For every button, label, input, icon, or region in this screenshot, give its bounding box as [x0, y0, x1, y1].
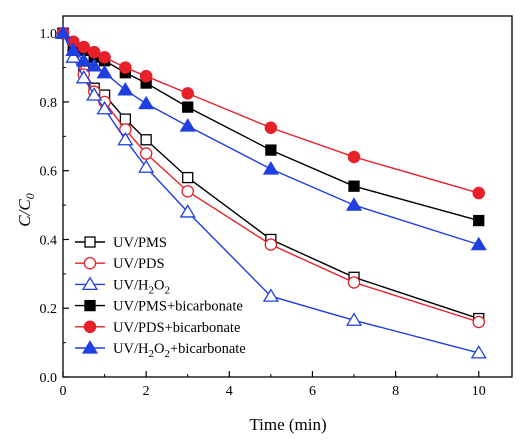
legend-marker: [84, 236, 96, 248]
legend-label: UV/H2O2+bicarbonate: [113, 341, 246, 360]
data-point: [86, 57, 103, 72]
data-point: [348, 180, 360, 192]
legend-label-text: +bicarbonate: [170, 341, 246, 357]
data-point: [138, 95, 155, 110]
data-point: [117, 131, 134, 146]
legend-label-text: UV/H: [113, 277, 149, 293]
legend-label-text: UV/PDS: [113, 256, 165, 272]
legend-marker: [84, 299, 96, 312]
legend-label-subscript: 2: [148, 284, 154, 296]
data-point: [262, 288, 279, 302]
data-point: [139, 69, 153, 83]
data-point: [179, 204, 196, 218]
data-point: [98, 51, 111, 64]
legend-label-text: O: [154, 341, 164, 357]
data-point: [75, 70, 92, 84]
data-point: [119, 61, 132, 74]
y-tick-label: 1.0: [40, 27, 58, 42]
legend-marker: [81, 340, 99, 354]
legend-label-text: UV/PDS+bicarbonate: [113, 320, 240, 336]
data-point: [472, 186, 485, 200]
data-point: [181, 185, 194, 198]
data-point: [182, 171, 194, 184]
legend-marker: [83, 320, 97, 334]
legend-entry: UV/H2O2+bicarbonate: [75, 340, 246, 360]
data-point: [87, 45, 101, 59]
y-axis-title-sub: 0: [23, 193, 37, 199]
legend-label-text: O: [154, 277, 164, 293]
data-point: [140, 134, 152, 146]
data-point: [265, 144, 277, 156]
data-point: [262, 161, 279, 175]
x-axis-title: Time (min): [249, 415, 326, 434]
y-axis-title: C/C0: [15, 193, 37, 226]
legend-entry: UV/PDS+bicarbonate: [75, 320, 240, 336]
data-point: [179, 118, 196, 132]
legend-label: UV/PDS: [113, 256, 165, 272]
legend-label-subscript: 2: [164, 284, 170, 296]
data-point: [347, 150, 361, 164]
legend-label: UV/PDS+bicarbonate: [113, 320, 240, 336]
y-tick-label: 0.2: [40, 302, 58, 317]
y-tick-label: 0.4: [40, 233, 58, 248]
data-point: [65, 42, 82, 56]
legend-marker: [83, 256, 97, 270]
data-point: [345, 312, 363, 326]
data-point: [86, 87, 103, 101]
legend-entry: UV/PMS+bicarbonate: [75, 299, 243, 315]
x-tick-label: 10: [472, 384, 486, 399]
legend-label-text: UV/H: [113, 341, 149, 357]
legend-marker: [81, 276, 99, 291]
y-tick-label: 0.0: [40, 371, 58, 386]
y-tick-label: 0.8: [40, 96, 58, 111]
series-uv-h2o2: [54, 25, 487, 359]
data-point: [54, 25, 72, 39]
data-point: [347, 276, 361, 289]
x-tick-label: 4: [226, 384, 233, 399]
data-point: [75, 52, 92, 67]
legend-entry: UV/PMS: [75, 235, 167, 251]
data-point: [470, 345, 487, 359]
legend-label-subscript: 2: [164, 348, 170, 360]
x-tick-label: 0: [60, 384, 67, 399]
legend-label-text: UV/PMS+bicarbonate: [113, 299, 243, 315]
legend-label: UV/PMS+bicarbonate: [113, 299, 243, 315]
x-tick-label: 2: [143, 384, 150, 399]
series-layer: [54, 25, 487, 359]
data-point: [65, 49, 82, 63]
legend-entry: UV/H2O2: [75, 276, 170, 296]
axis-ticks: 0 2 4 6 8 10 0.0 0.2 0.4 0.6 0.8 1.0: [40, 27, 486, 399]
data-point: [138, 159, 155, 173]
data-point: [345, 197, 363, 211]
y-tick-label: 0.6: [40, 165, 58, 180]
data-point: [181, 87, 194, 100]
data-point: [139, 147, 153, 160]
x-tick-label: 8: [392, 384, 399, 399]
data-point: [96, 64, 113, 79]
data-point: [264, 121, 278, 134]
data-point: [77, 40, 91, 54]
legend-label-subscript: 2: [148, 348, 154, 360]
plot-border: [62, 15, 513, 378]
data-point: [473, 214, 485, 227]
data-point: [264, 238, 278, 251]
data-point: [470, 236, 487, 251]
legend: UV/PMSUV/PDSUV/H2O2UV/PMS+bicarbonateUV/…: [75, 235, 246, 360]
plot-frame: [62, 15, 513, 378]
data-point: [119, 113, 132, 125]
y-axis-title-main: C/C: [15, 199, 34, 227]
legend-label-text: UV/PMS: [113, 235, 167, 251]
legend-label: UV/H2O2: [113, 277, 170, 296]
data-point: [117, 82, 134, 96]
series-uv-h2o2-bicarbonate: [54, 25, 487, 251]
series-uv-pds-bicarbonate: [56, 26, 485, 200]
data-point: [472, 315, 485, 329]
data-point: [96, 100, 113, 115]
data-point: [182, 101, 194, 113]
legend-label: UV/PMS: [113, 235, 167, 251]
legend-entry: UV/PDS: [75, 256, 165, 272]
x-tick-label: 6: [309, 384, 316, 399]
